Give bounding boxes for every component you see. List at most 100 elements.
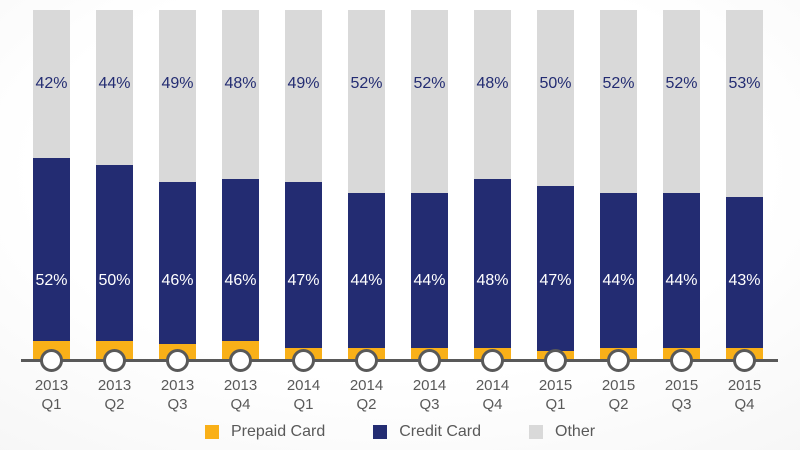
x-axis-label-quarter: Q1 bbox=[41, 396, 62, 413]
x-axis-label-year: 2015 bbox=[601, 377, 636, 394]
segment-credit bbox=[600, 193, 637, 348]
x-axis-label-quarter: Q4 bbox=[734, 396, 755, 413]
stacked-bar bbox=[474, 10, 511, 362]
x-axis-label-year: 2015 bbox=[538, 377, 573, 394]
value-label-other: 52% bbox=[665, 75, 698, 92]
axis-marker-circle bbox=[733, 349, 756, 372]
segment-other bbox=[726, 10, 763, 197]
legend: Prepaid Card Credit Card Other bbox=[0, 423, 800, 441]
value-label-credit: 44% bbox=[665, 272, 698, 289]
bar-column: 44% 52% 2014 Q3 bbox=[398, 10, 461, 413]
x-axis-label: 2013 Q3 bbox=[146, 376, 209, 414]
segment-credit bbox=[663, 193, 700, 348]
stacked-bar bbox=[96, 10, 133, 362]
stacked-bar bbox=[600, 10, 637, 362]
segment-other bbox=[663, 10, 700, 194]
bar-column: 50% 44% 2013 Q2 bbox=[83, 10, 146, 413]
x-axis-label-year: 2014 bbox=[286, 377, 321, 394]
segment-other bbox=[411, 10, 448, 194]
stacked-bar bbox=[222, 10, 259, 362]
x-axis-label: 2015 Q4 bbox=[713, 376, 776, 414]
x-axis-label-quarter: Q2 bbox=[608, 396, 629, 413]
value-label-credit: 52% bbox=[35, 272, 68, 289]
axis-marker-circle bbox=[544, 349, 567, 372]
segment-other bbox=[474, 10, 511, 179]
axis-marker-circle bbox=[481, 349, 504, 372]
value-label-other: 52% bbox=[413, 75, 446, 92]
segment-other bbox=[222, 10, 259, 179]
x-axis-label: 2013 Q2 bbox=[83, 376, 146, 414]
value-label-other: 52% bbox=[602, 75, 635, 92]
value-label-credit: 47% bbox=[539, 272, 572, 289]
value-label-other: 52% bbox=[350, 75, 383, 92]
segment-other bbox=[537, 10, 574, 186]
x-axis-label-year: 2015 bbox=[664, 377, 699, 394]
segment-credit bbox=[285, 182, 322, 348]
bar-column: 47% 50% 2015 Q1 bbox=[524, 10, 587, 413]
segment-other bbox=[285, 10, 322, 183]
legend-item-prepaid: Prepaid Card bbox=[204, 423, 325, 441]
value-label-credit: 43% bbox=[728, 272, 761, 289]
x-axis-label-year: 2014 bbox=[349, 377, 384, 394]
value-label-credit: 44% bbox=[602, 272, 635, 289]
x-axis-label: 2014 Q2 bbox=[335, 376, 398, 414]
x-axis-label-quarter: Q1 bbox=[293, 396, 314, 413]
value-label-other: 42% bbox=[35, 75, 68, 92]
legend-swatch-credit bbox=[373, 425, 388, 439]
bar-column: 47% 49% 2014 Q1 bbox=[272, 10, 335, 413]
x-axis-label-quarter: Q2 bbox=[356, 396, 377, 413]
legend-item-credit: Credit Card bbox=[373, 423, 481, 441]
stacked-bar bbox=[33, 10, 70, 362]
value-label-other: 50% bbox=[539, 75, 572, 92]
segment-credit bbox=[33, 157, 70, 341]
x-axis-label-year: 2013 bbox=[160, 377, 195, 394]
bar-column: 44% 52% 2015 Q2 bbox=[587, 10, 650, 413]
segment-credit bbox=[159, 182, 196, 345]
x-axis-label-quarter: Q4 bbox=[482, 396, 503, 413]
x-axis-label: 2014 Q1 bbox=[272, 376, 335, 414]
axis-marker-circle bbox=[418, 349, 441, 372]
x-axis-label-quarter: Q2 bbox=[104, 396, 125, 413]
axis-marker-circle bbox=[292, 349, 315, 372]
legend-item-other: Other bbox=[529, 423, 595, 441]
axis-marker-circle bbox=[40, 349, 63, 372]
value-label-credit: 47% bbox=[287, 272, 320, 289]
segment-other bbox=[348, 10, 385, 194]
axis-marker-circle bbox=[229, 349, 252, 372]
stacked-bar bbox=[537, 10, 574, 362]
x-axis-label: 2013 Q1 bbox=[20, 376, 83, 414]
x-axis-label: 2015 Q3 bbox=[650, 376, 713, 414]
x-axis-label-quarter: Q3 bbox=[167, 396, 188, 413]
stacked-bar bbox=[285, 10, 322, 362]
legend-swatch-other bbox=[529, 425, 544, 439]
value-label-other: 53% bbox=[728, 75, 761, 92]
value-label-other: 49% bbox=[287, 75, 320, 92]
x-axis-label: 2015 Q2 bbox=[587, 376, 650, 414]
x-axis-label-quarter: Q3 bbox=[419, 396, 440, 413]
segment-credit bbox=[411, 193, 448, 348]
x-axis-label-year: 2013 bbox=[97, 377, 132, 394]
axis-marker-circle bbox=[607, 349, 630, 372]
segment-other bbox=[600, 10, 637, 194]
axis-marker-circle bbox=[166, 349, 189, 372]
axis-marker-circle bbox=[355, 349, 378, 372]
value-label-other: 44% bbox=[98, 75, 131, 92]
segment-credit bbox=[726, 196, 763, 348]
value-label-credit: 48% bbox=[476, 272, 509, 289]
x-axis-label-year: 2014 bbox=[475, 377, 510, 394]
x-axis-label-quarter: Q1 bbox=[545, 396, 566, 413]
segment-credit bbox=[96, 164, 133, 341]
x-axis-label: 2014 Q4 bbox=[461, 376, 524, 414]
x-axis-label: 2015 Q1 bbox=[524, 376, 587, 414]
stacked-bar bbox=[348, 10, 385, 362]
bar-column: 52% 42% 2013 Q1 bbox=[20, 10, 83, 413]
segment-credit bbox=[474, 178, 511, 348]
x-axis-label: 2013 Q4 bbox=[209, 376, 272, 414]
bar-column: 46% 48% 2013 Q4 bbox=[209, 10, 272, 413]
legend-label-credit: Credit Card bbox=[399, 423, 482, 440]
axis-marker-circle bbox=[670, 349, 693, 372]
x-axis-label: 2014 Q3 bbox=[398, 376, 461, 414]
value-label-credit: 50% bbox=[98, 272, 131, 289]
value-label-credit: 46% bbox=[224, 272, 257, 289]
